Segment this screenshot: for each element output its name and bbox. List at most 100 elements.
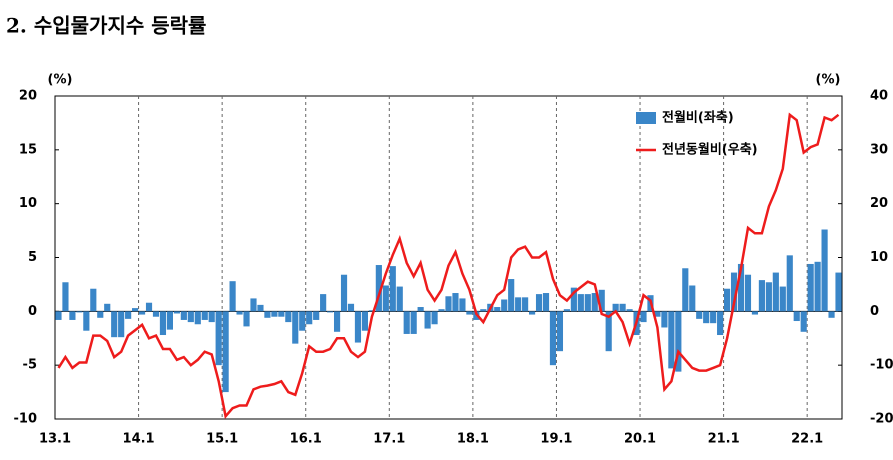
y2-tick-label: -10 [870, 358, 893, 373]
bar [821, 229, 828, 312]
bar [194, 311, 201, 325]
bar [180, 311, 187, 320]
bar [563, 309, 570, 312]
bar [111, 311, 118, 338]
bar [786, 255, 793, 312]
bar [76, 311, 83, 313]
bar [570, 287, 577, 312]
y-tick-label: 5 [28, 250, 37, 265]
bar [682, 268, 689, 312]
bar [125, 311, 132, 319]
bar [800, 311, 807, 332]
bar [222, 311, 229, 393]
bar [744, 274, 752, 312]
bar [424, 311, 431, 329]
bar [368, 310, 375, 312]
bar [515, 297, 522, 312]
bar [542, 293, 550, 312]
bar [703, 311, 710, 324]
bar [152, 311, 160, 317]
bar [271, 311, 278, 317]
bar [445, 296, 452, 312]
bar [556, 311, 564, 352]
bar [605, 311, 612, 352]
bar [779, 286, 786, 312]
y-tick-label: 10 [19, 196, 37, 211]
bar [83, 311, 90, 331]
bar [793, 311, 800, 322]
bar [313, 311, 320, 320]
bar [835, 272, 842, 312]
y-tick-label: 0 [28, 304, 37, 319]
bar [494, 307, 501, 312]
bar [97, 311, 104, 318]
bar [480, 309, 487, 312]
bar [591, 293, 598, 312]
bar [278, 311, 285, 317]
bar [138, 311, 146, 315]
bar [62, 282, 69, 312]
bar [292, 311, 299, 344]
bar [640, 311, 647, 323]
bar [417, 307, 424, 312]
bar [668, 311, 675, 369]
bar [654, 311, 661, 317]
x-tick-label: 21.1 [708, 432, 740, 447]
bar [354, 311, 362, 343]
bar [584, 294, 591, 312]
x-tick-label: 22.1 [791, 432, 823, 447]
bar [696, 311, 703, 319]
x-tick-label: 18.1 [457, 432, 489, 447]
bar [250, 298, 257, 312]
bar [549, 311, 557, 366]
bar [724, 288, 731, 312]
y2-tick-label: 40 [870, 89, 888, 104]
bar [758, 280, 765, 312]
bar [361, 311, 369, 331]
bar [396, 286, 403, 312]
x-tick-label: 16.1 [290, 432, 322, 447]
bar [814, 261, 821, 312]
y2-unit: (%) [816, 73, 841, 88]
bar [619, 303, 626, 312]
bar [201, 311, 208, 320]
y-unit: (%) [48, 73, 73, 88]
bar [215, 311, 222, 366]
x-tick-label: 13.1 [39, 432, 71, 447]
bar [737, 263, 745, 312]
bar [236, 311, 243, 315]
x-tick-label: 17.1 [373, 432, 405, 447]
bar [577, 294, 584, 312]
bar [320, 294, 327, 312]
bar [661, 311, 668, 328]
bar [208, 311, 215, 323]
bar [55, 311, 62, 320]
bar [306, 311, 313, 325]
y-tick-label: 20 [19, 89, 37, 104]
bar [528, 311, 536, 315]
bar [765, 282, 772, 312]
bar [438, 309, 445, 312]
bar [710, 311, 717, 324]
bar [807, 263, 814, 312]
bar [229, 281, 236, 312]
legend-label: 전년동월비(우축) [662, 142, 758, 158]
bar [730, 272, 738, 312]
chart-title: 2. 수입물가지수 등락률 [6, 14, 206, 38]
legend-label: 전월비(좌축) [662, 110, 734, 126]
bar [327, 311, 334, 313]
y-tick-label: -5 [23, 358, 37, 373]
bar [828, 311, 835, 318]
bar [187, 311, 194, 323]
bar [375, 265, 382, 312]
y-tick-label: -10 [14, 412, 38, 427]
bar [299, 311, 306, 331]
bar [452, 293, 459, 312]
bar [459, 298, 466, 312]
bar [675, 311, 682, 372]
bar [285, 311, 292, 323]
bar [626, 309, 633, 312]
bar [689, 285, 696, 312]
bar [145, 302, 153, 312]
bar [751, 311, 759, 315]
